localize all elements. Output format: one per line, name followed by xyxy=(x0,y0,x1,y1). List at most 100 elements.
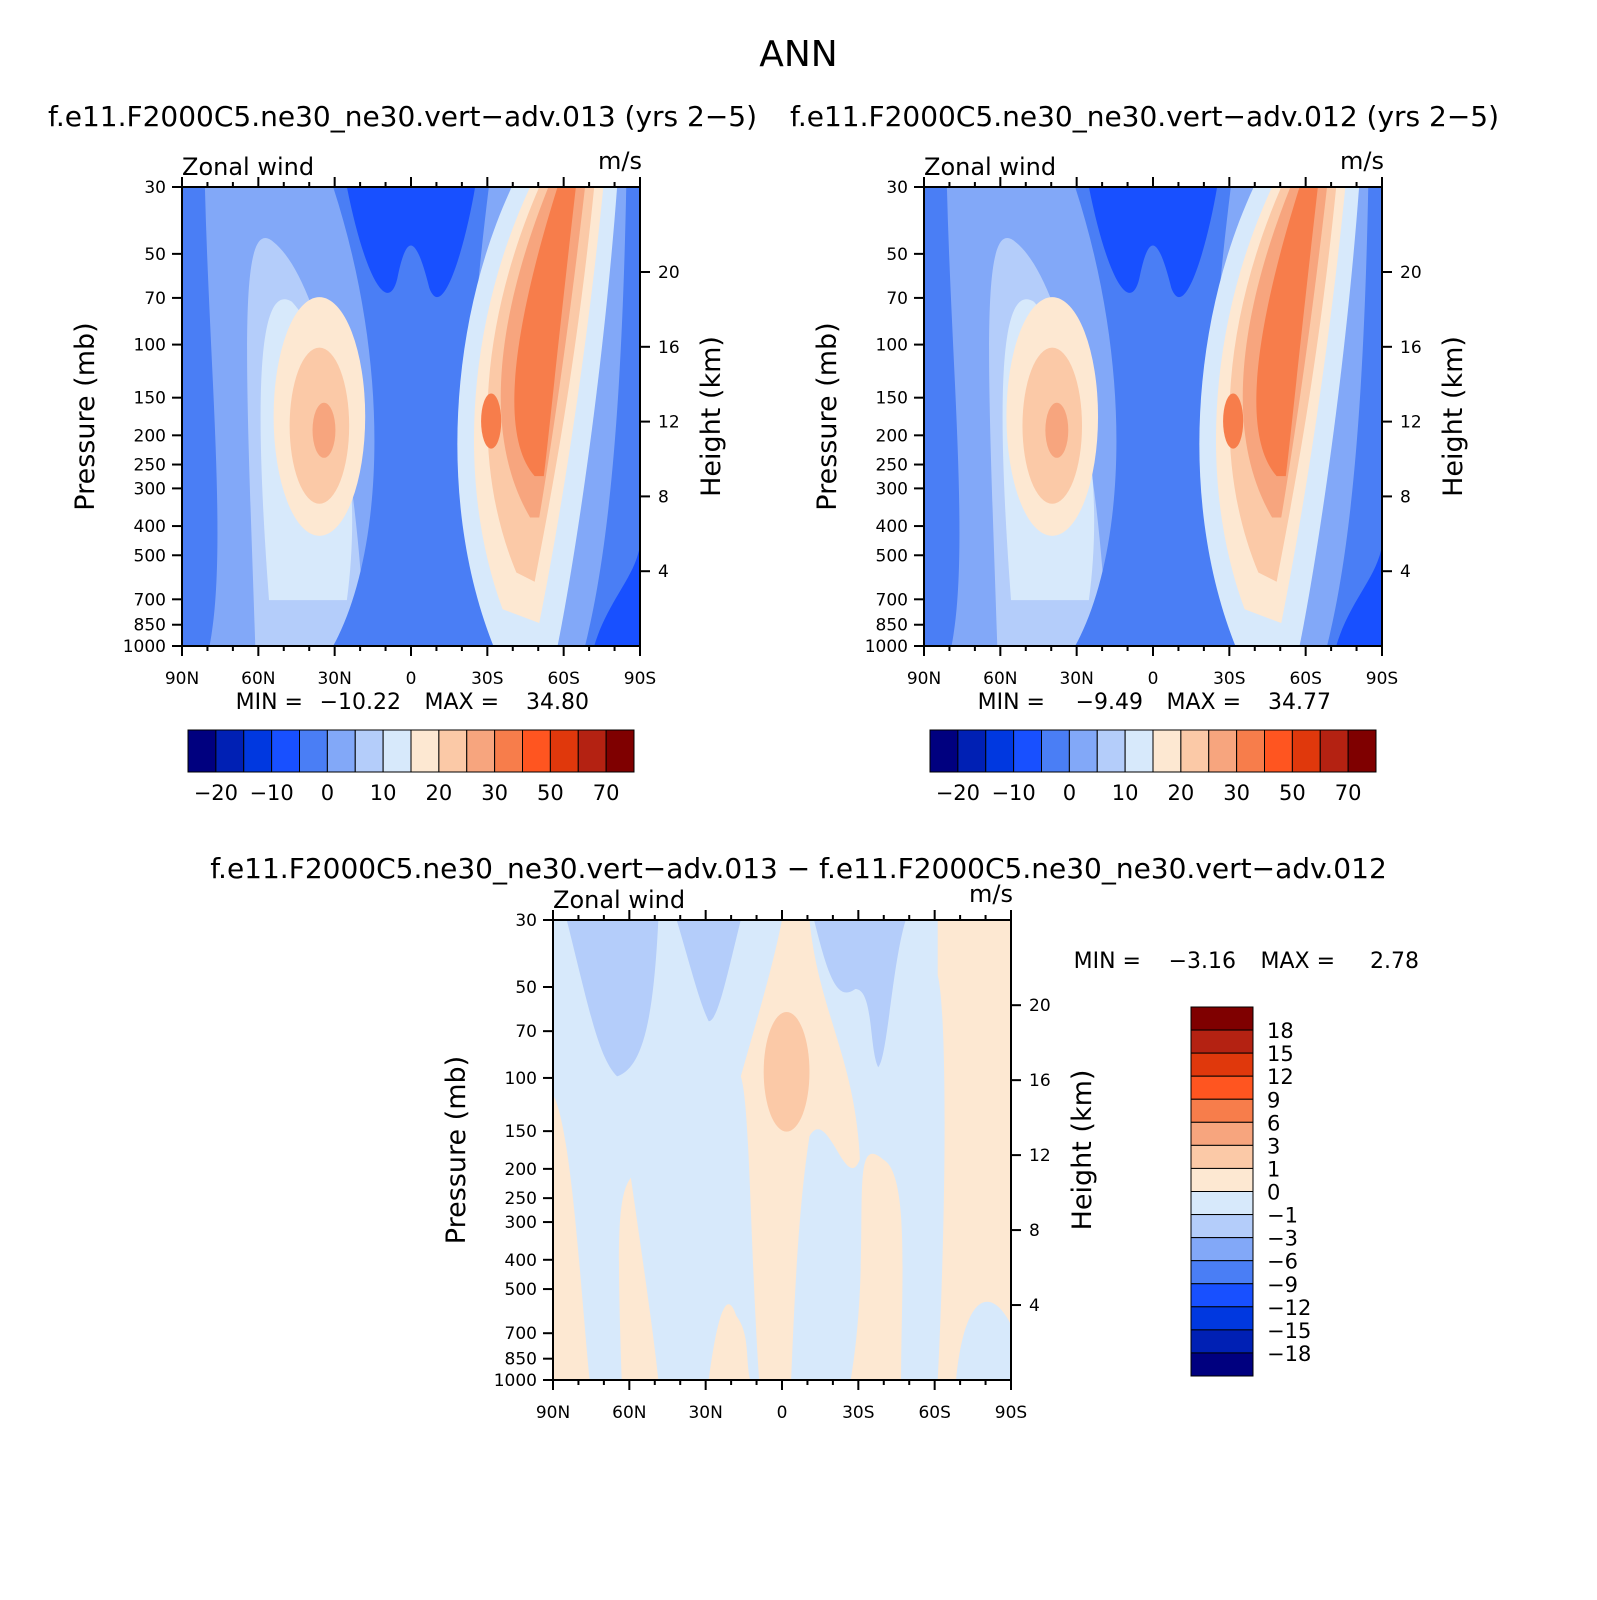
x-tick-label: 60N xyxy=(241,669,275,689)
colorbar-label: −12 xyxy=(1267,1296,1311,1320)
colorbar-swatch xyxy=(1236,729,1265,773)
colorbar-swatch xyxy=(1208,729,1238,773)
colorbar-label: 70 xyxy=(593,781,620,805)
y-tick-label: 500 xyxy=(876,546,908,566)
colorbar-swatch xyxy=(605,729,635,773)
y2-axis-label: Height (km) xyxy=(1438,336,1469,497)
y-tick-label: 400 xyxy=(505,1251,537,1271)
colorbar-label: 10 xyxy=(370,781,397,805)
colorbar-swatch xyxy=(1190,1006,1254,1031)
colorbar-label: 15 xyxy=(1267,1042,1294,1066)
colorbar-swatch xyxy=(929,729,959,773)
y-tick-label: 700 xyxy=(134,590,166,610)
x-tick-label: 60S xyxy=(547,669,579,689)
colorbar-label: −9 xyxy=(1267,1273,1298,1297)
x-tick-label: 90S xyxy=(995,1403,1027,1423)
min-value: −3.16 xyxy=(1169,949,1236,974)
contour-band xyxy=(676,920,741,1022)
colorbar-label: −20 xyxy=(936,781,980,805)
colorbar: −20 −10 0 10 20 30 50 70 xyxy=(187,729,635,805)
colorbar-label: 30 xyxy=(481,781,508,805)
colorbar-label: 10 xyxy=(1112,781,1139,805)
contour-band xyxy=(924,187,960,646)
y2-tick-label: 12 xyxy=(658,413,680,433)
y-axis-label: Pressure (mb) xyxy=(70,322,101,510)
y-tick-label: 700 xyxy=(876,590,908,610)
colorbar-label: 0 xyxy=(1267,1181,1280,1205)
colorbar-swatch xyxy=(187,729,217,773)
y-tick-label: 50 xyxy=(144,245,166,265)
y2-tick-label: 16 xyxy=(1400,338,1422,358)
colorbar-swatch xyxy=(326,729,356,773)
contour-band xyxy=(514,187,576,477)
panel-model-012: 3050701001502002503004005007008501000481… xyxy=(812,147,1469,805)
colorbar-swatch xyxy=(1190,1029,1254,1054)
colorbar-swatch xyxy=(957,729,987,773)
colorbar-label: 0 xyxy=(321,781,334,805)
y-tick-label: 70 xyxy=(515,1022,537,1042)
y-tick-label: 200 xyxy=(876,426,908,446)
y-axis-label: Pressure (mb) xyxy=(441,1056,472,1244)
y-tick-label: 1000 xyxy=(123,637,166,657)
colorbar-label: −20 xyxy=(194,781,238,805)
x-tick-label: 60N xyxy=(612,1403,646,1423)
x-tick-label: 60S xyxy=(1289,669,1321,689)
colorbar-swatch xyxy=(466,729,496,773)
x-tick-label: 90S xyxy=(624,669,656,689)
panel2-title: f.e11.F2000C5.ne30_ne30.vert−adv.012 (yr… xyxy=(790,100,1500,133)
colorbar-label: 1 xyxy=(1267,1157,1280,1181)
x-tick-label: 30S xyxy=(842,1403,874,1423)
contour-fill xyxy=(553,920,1011,1380)
figure-title: ANN xyxy=(759,34,838,75)
x-tick-label: 90S xyxy=(1366,669,1398,689)
colorbar-label: 6 xyxy=(1267,1111,1280,1135)
contour-band xyxy=(1045,402,1069,458)
y-tick-label: 100 xyxy=(134,336,166,356)
colorbar-swatch xyxy=(382,729,412,773)
panel1-title: f.e11.F2000C5.ne30_ne30.vert−adv.013 (yr… xyxy=(48,100,758,133)
y-tick-label: 300 xyxy=(134,479,166,499)
max-value: 2.78 xyxy=(1370,949,1419,974)
colorbar-swatch xyxy=(1190,1167,1254,1192)
colorbar-label: 20 xyxy=(1168,781,1195,805)
y-tick-label: 1000 xyxy=(865,637,908,657)
colorbar-swatch xyxy=(1190,1237,1254,1262)
colorbar-swatch xyxy=(1190,1052,1254,1077)
colorbar-swatch xyxy=(1152,729,1182,773)
contour-band xyxy=(594,545,640,646)
colorbar-swatch xyxy=(1124,729,1154,773)
variable-label: Zonal wind xyxy=(553,886,685,914)
contour-band xyxy=(333,187,494,646)
contour-band xyxy=(1088,187,1218,298)
contour-band xyxy=(182,187,218,646)
contour-band xyxy=(1327,187,1382,646)
colorbar-label: 3 xyxy=(1267,1134,1280,1158)
y-tick-label: 100 xyxy=(876,336,908,356)
contour-band xyxy=(937,920,1011,1380)
colorbar-swatch xyxy=(1190,1214,1254,1239)
colorbar-label: −10 xyxy=(991,781,1035,805)
y2-tick-label: 4 xyxy=(658,562,669,582)
y2-tick-label: 8 xyxy=(1400,487,1411,507)
colorbar-swatch xyxy=(410,729,440,773)
contour-band xyxy=(763,1012,810,1132)
colorbar-swatch xyxy=(299,729,328,773)
contour-fill xyxy=(924,187,1382,646)
colorbar-swatch xyxy=(438,729,468,773)
contour-band xyxy=(1336,545,1382,646)
colorbar-swatch xyxy=(1180,729,1210,773)
x-tick-label: 90N xyxy=(165,669,199,689)
colorbar-swatch xyxy=(1319,729,1349,773)
contour-band xyxy=(553,1094,590,1380)
x-tick-label: 30S xyxy=(471,669,503,689)
x-tick-label: 0 xyxy=(777,1403,788,1423)
x-tick-label: 30N xyxy=(317,669,351,689)
x-tick-label: 0 xyxy=(1148,669,1159,689)
colorbar-label: 12 xyxy=(1267,1065,1294,1089)
y-tick-label: 250 xyxy=(505,1189,537,1209)
panel3-title: f.e11.F2000C5.ne30_ne30.vert−adv.013 − f… xyxy=(210,852,1387,885)
x-tick-label: 30N xyxy=(1059,669,1093,689)
colorbar-swatch xyxy=(1190,1329,1254,1354)
colorbar-label: 20 xyxy=(426,781,453,805)
